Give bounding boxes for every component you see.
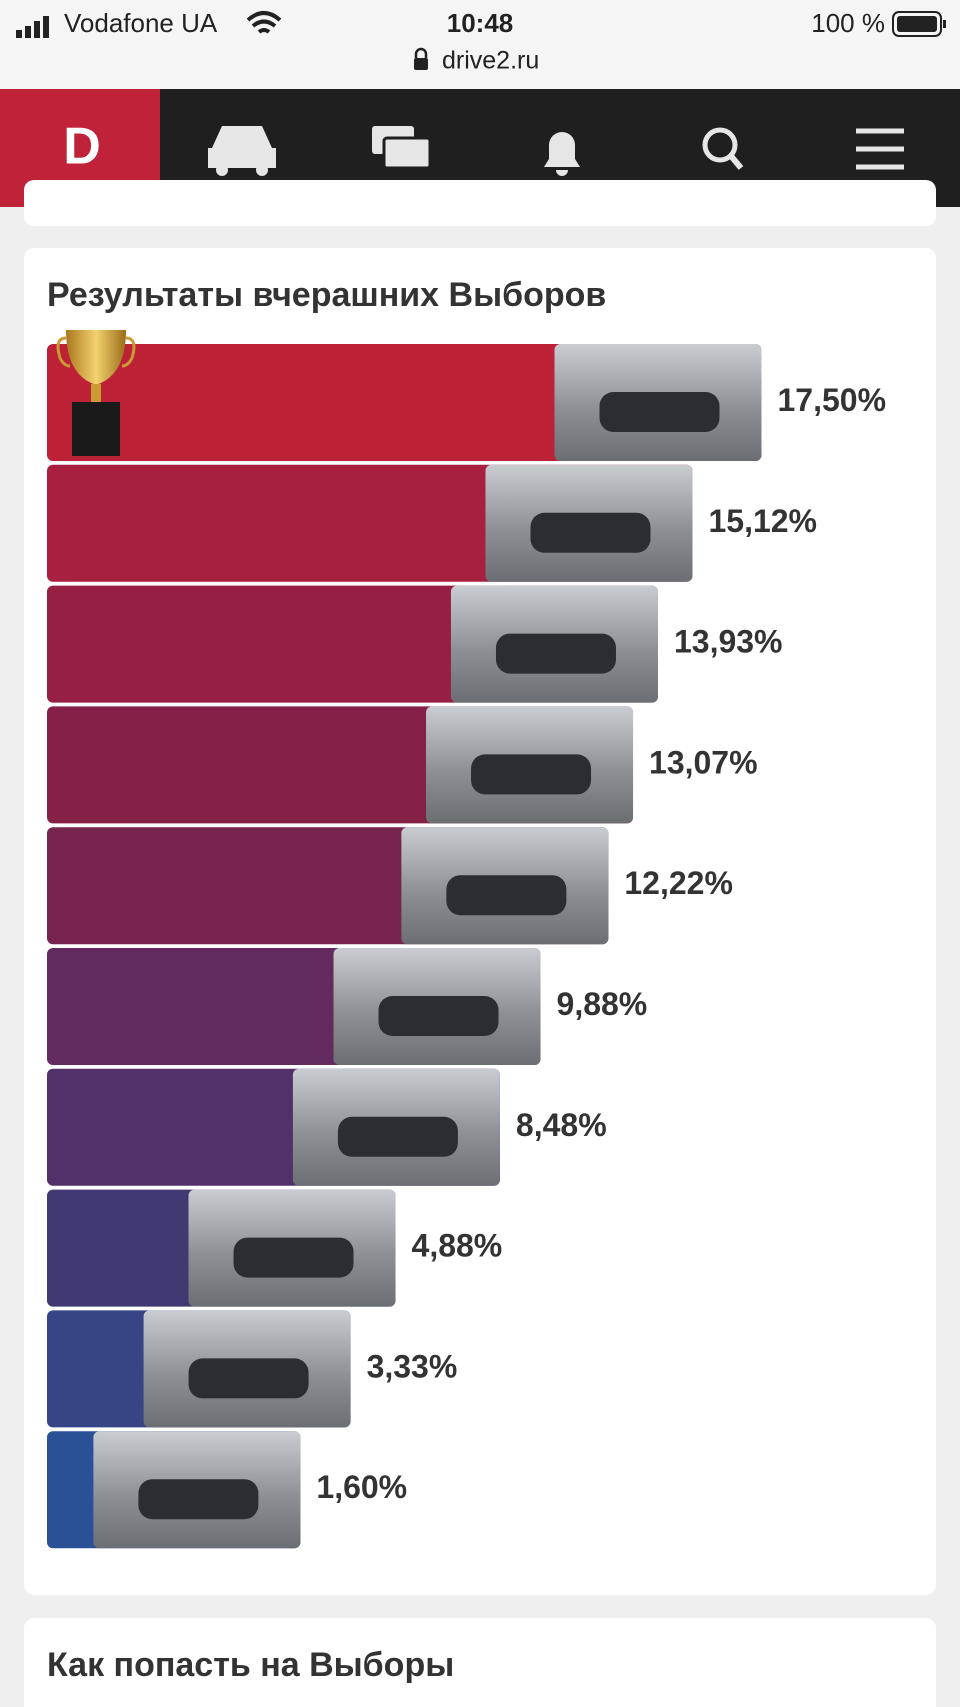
logo[interactable]: D <box>63 118 101 176</box>
card-title: Результаты вчерашних Выборов <box>47 276 606 314</box>
next-card-title[interactable]: Как попасть на Выборы <box>47 1646 454 1684</box>
car-icon[interactable] <box>208 126 276 176</box>
lock-icon <box>414 47 428 70</box>
trophy-icon <box>56 330 136 456</box>
search-icon[interactable] <box>702 127 744 170</box>
value-label: 15,12% <box>708 503 817 539</box>
car-photo-body <box>138 1479 259 1520</box>
value-label: 13,07% <box>649 744 758 780</box>
value-label: 3,33% <box>367 1348 458 1384</box>
car-photo-body <box>233 1237 354 1278</box>
value-label: 13,93% <box>674 624 783 660</box>
value-label: 9,88% <box>557 986 648 1022</box>
car-photo-body <box>446 875 567 916</box>
car-photo-body <box>378 996 499 1036</box>
value-label: 1,60% <box>316 1469 407 1505</box>
value-label: 4,88% <box>412 1228 503 1264</box>
messages-icon[interactable] <box>372 126 432 170</box>
car-photo-body <box>599 392 720 432</box>
next-card <box>24 1618 936 1707</box>
trophy-base <box>72 402 120 456</box>
trophy-stem <box>91 384 101 402</box>
bell-icon[interactable] <box>544 132 580 176</box>
trophy-handles <box>56 336 136 368</box>
value-label: 8,48% <box>516 1107 607 1143</box>
clock: 10:48 <box>447 8 514 38</box>
status-bar <box>0 0 960 89</box>
results-chart: 17,50% 15,12% 13,93% 13,07% 12,22% 9,88% 8,48%… <box>47 330 887 1549</box>
car-photo-body <box>471 754 592 795</box>
car-photo-body <box>495 633 616 674</box>
signal-icon <box>16 16 49 38</box>
wifi-icon <box>246 11 282 34</box>
car-photo-body <box>188 1358 309 1399</box>
value-label: 17,50% <box>778 382 887 418</box>
previous-card <box>24 180 936 226</box>
battery-level: 100 % <box>811 8 885 38</box>
value-label: 12,22% <box>624 865 733 901</box>
car-photo-body <box>530 512 651 553</box>
car-photo-body <box>337 1116 458 1157</box>
carrier: Vodafone UA <box>64 8 218 38</box>
battery-icon <box>892 11 946 37</box>
menu-icon[interactable] <box>856 128 904 170</box>
trophy-cup <box>66 330 126 385</box>
url[interactable]: drive2.ru <box>442 47 539 75</box>
